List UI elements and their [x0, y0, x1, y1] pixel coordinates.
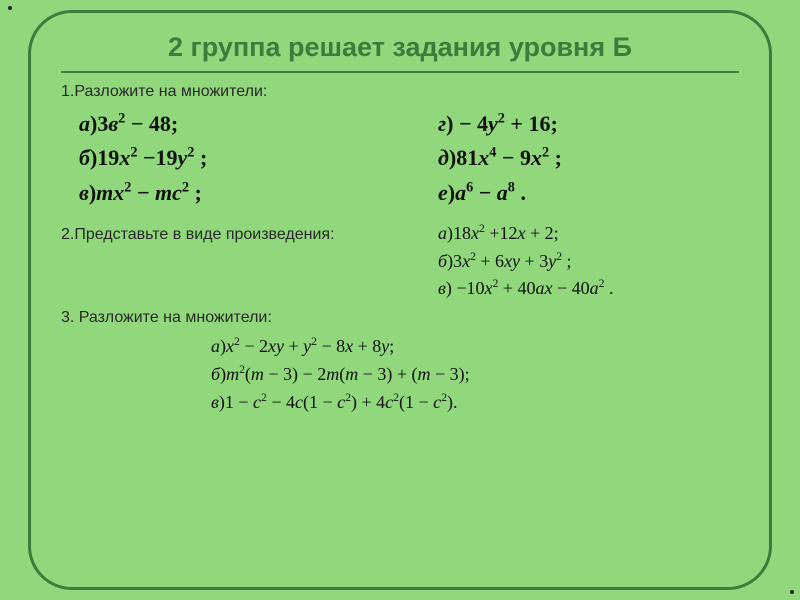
slide-title: 2 группа решает задания уровня Б	[61, 31, 739, 63]
eq-2b: б)3x2 + 6xy + 3y2 ;	[420, 248, 739, 276]
title-rule	[61, 71, 739, 73]
section3-label: 3. Разложите на множители:	[61, 309, 739, 327]
decor-dot	[8, 6, 12, 10]
eq-1a: а)3в2 − 48;	[61, 107, 380, 141]
eq-2v: в) −10x2 + 40ax − 40a2 .	[420, 275, 739, 303]
section2-row: 2.Представьте в виде произведения: а)18x…	[61, 220, 739, 304]
eq-3a: а)x2 − 2xy + y2 − 8x + 8y;	[61, 333, 739, 361]
section2-label: 2.Представьте в виде произведения:	[61, 226, 380, 244]
slide-card: 2 группа решает задания уровня Б 1.Разло…	[28, 10, 772, 590]
decor-dot	[790, 590, 794, 594]
eq-1g: г) − 4y2 + 16;	[420, 107, 739, 141]
eq-1d: д)81x4 − 9x2 ;	[420, 141, 739, 175]
eq-3b: б)m2(m − 3) − 2m(m − 3) + (m − 3);	[61, 361, 739, 389]
eq-1v: в)mx2 − mc2 ;	[61, 176, 380, 210]
eq-1b: б)19x2 −19y2 ;	[61, 141, 380, 175]
eq-3v: в)1 − c2 − 4c(1 − c2) + 4c2(1 − c2).	[61, 389, 739, 417]
section1-label: 1.Разложите на множители:	[61, 83, 739, 101]
section1-columns: а)3в2 − 48; б)19x2 −19y2 ; в)mx2 − mc2 ;…	[61, 107, 739, 209]
eq-2a: а)18x2 +12x + 2;	[420, 220, 739, 248]
eq-1e: е)a6 − a8 .	[420, 176, 739, 210]
